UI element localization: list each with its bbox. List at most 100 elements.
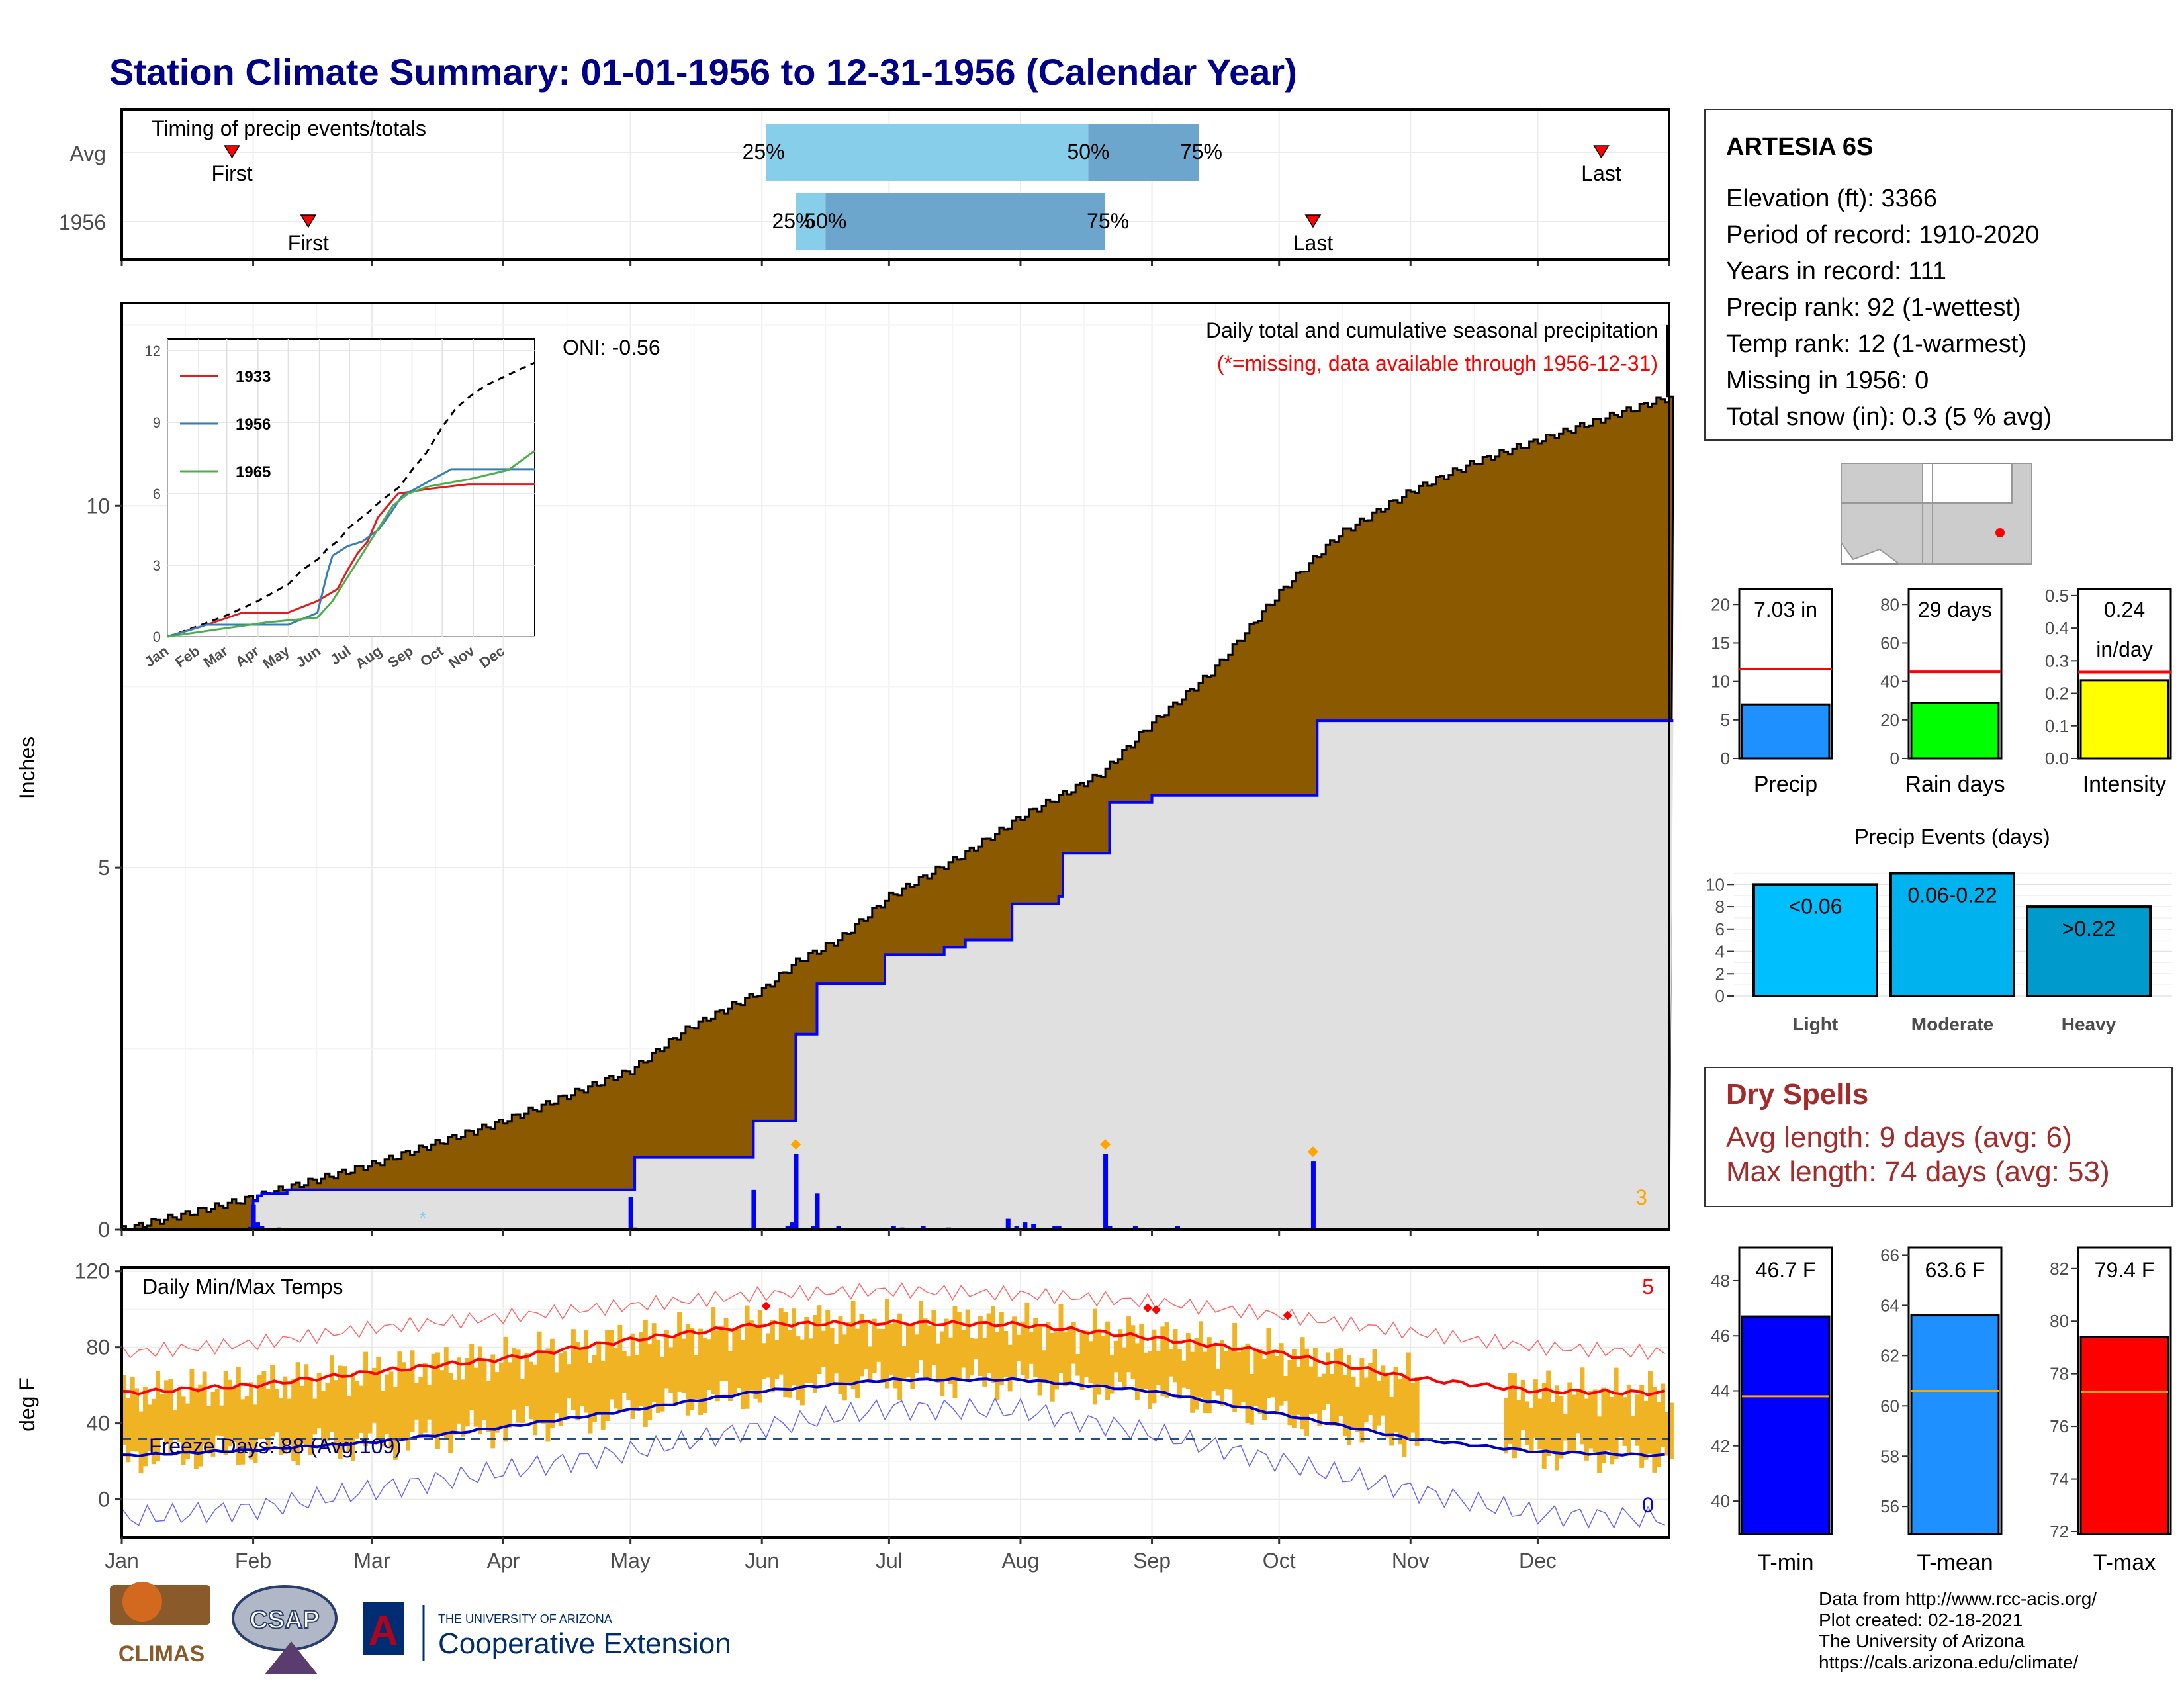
daily-temp-bar (1054, 1332, 1060, 1390)
daily-temp-bar (236, 1367, 241, 1465)
daily-temp-bar (668, 1347, 674, 1393)
daily-temp-bar (592, 1355, 597, 1422)
daily-temp-bar (274, 1389, 279, 1433)
climas-logo-text: CLIMAS (118, 1641, 205, 1667)
precip-ytick-label-1: 5 (98, 856, 110, 880)
dry-box-frame (1704, 1067, 2173, 1207)
page-title: Station Climate Summary: 01-01-1956 to 1… (109, 51, 1297, 93)
daily-temp-bar (770, 1320, 775, 1393)
daily-temp-bar (707, 1339, 711, 1390)
daily-temp-bar (329, 1355, 334, 1432)
daily-temp-bar (503, 1336, 508, 1442)
daily-temp-bar (893, 1319, 898, 1389)
temp-ytick-label-2: 80 (86, 1336, 110, 1359)
snow-marker: * (419, 1208, 426, 1228)
timing-avg-last-marker (1593, 145, 1610, 159)
daily-temp-bar (838, 1316, 843, 1394)
daily-temp-bar (524, 1353, 529, 1406)
daily-temp-bar (308, 1377, 313, 1455)
timing-row-year-label: 1956 (59, 210, 106, 234)
temp-bar-value-1 (1910, 1314, 2000, 1535)
temp-ylabel: deg F (15, 1377, 39, 1432)
daily-temp-bar (736, 1328, 741, 1388)
daily-temp-bar (350, 1372, 355, 1461)
daily-temp-bar (723, 1318, 729, 1381)
daily-temp-bar (1012, 1316, 1017, 1380)
timing-panel: Timing of precip events/totals Avg 1956 … (59, 108, 1670, 266)
daily-precip-bar (794, 1154, 799, 1230)
daily-precip-bar (891, 1226, 896, 1230)
daily-temp-bar (334, 1380, 339, 1454)
daily-temp-bar (817, 1305, 822, 1374)
daily-temp-bar (948, 1337, 953, 1385)
temp-bar-tick-label-0-4: 48 (1711, 1271, 1730, 1291)
daily-temp-bar (1648, 1371, 1653, 1454)
daily-temp-bar (1007, 1344, 1013, 1392)
daily-temp-bar (834, 1344, 839, 1374)
daily-temp-bar (355, 1381, 360, 1439)
station-info-line-5: Missing in 1956: 0 (1726, 367, 1929, 394)
temp-bar-label-1: T-mean (1917, 1550, 1993, 1575)
daily-temp-bar (1016, 1334, 1021, 1361)
mini-bar-tick-label-1-1: 20 (1880, 710, 1899, 730)
inset-ytick-label-0: 0 (153, 629, 161, 645)
record-max-line (121, 1282, 1666, 1360)
daily-temp-bar (1359, 1358, 1365, 1443)
daily-temp-bar (172, 1410, 177, 1440)
daily-temp-bar (732, 1330, 737, 1394)
daily-temp-bar (457, 1357, 461, 1424)
daily-temp-bar (283, 1376, 288, 1454)
footer-line-4: https://cals.arizona.edu/climate/ (1819, 1652, 2078, 1672)
daily-temp-bar (219, 1405, 224, 1437)
daily-temp-bar (656, 1339, 660, 1413)
daily-temp-bar (1173, 1329, 1178, 1383)
inset-average-line (167, 361, 535, 638)
timing-avg-box-25-50 (766, 124, 1089, 181)
daily-temp-bar (1300, 1337, 1305, 1430)
daily-temp-bar (1563, 1414, 1568, 1441)
daily-temp-bar (614, 1348, 618, 1409)
daily-temp-bar (711, 1307, 716, 1394)
daily-temp-bar (494, 1372, 500, 1433)
temp-bar-tick-label-0-0: 40 (1711, 1491, 1730, 1511)
daily-temp-bar (1601, 1387, 1606, 1463)
daily-temp-bar (575, 1342, 580, 1421)
temp-panel: Daily Min/Max Temps Freeze Days: 88 (Avg… (15, 1259, 1674, 1573)
temp-bar-value-0 (1741, 1315, 1831, 1535)
daily-temp-bar (571, 1329, 576, 1410)
timing-year-p25-label: 25% (772, 209, 814, 233)
mini-bar-tick-label-2-1: 0.1 (2045, 716, 2069, 736)
temp-bar-label-0: T-min (1758, 1550, 1814, 1575)
daily-temp-bar (1046, 1322, 1051, 1384)
daily-temp-bar (1241, 1346, 1246, 1402)
daily-temp-bar (1614, 1367, 1619, 1459)
events-bar-2 (2026, 905, 2152, 997)
daily-temp-bar (774, 1340, 780, 1379)
missing-note: (*=missing, data available through 1956-… (1217, 351, 1658, 375)
daily-temp-bar (1597, 1416, 1602, 1473)
station-info-line-0: Elevation (ft): 3366 (1726, 185, 1937, 212)
timing-avg-p50-label: 50% (1067, 140, 1109, 163)
daily-temp-bar (1512, 1373, 1517, 1459)
temp-bar-tick-label-0-2: 44 (1711, 1381, 1730, 1401)
daily-temp-bar (1097, 1328, 1102, 1395)
ua-logo-big-text: Cooperative Extension (438, 1627, 731, 1660)
daily-temp-bar (970, 1338, 974, 1375)
daily-temp-bar (1224, 1351, 1229, 1389)
inset-series-line-0 (167, 483, 535, 638)
daily-temp-bar (1058, 1304, 1064, 1373)
daily-temp-bar (1610, 1396, 1615, 1465)
timing-row-avg-label: Avg (69, 142, 106, 165)
daily-temp-bar (126, 1398, 131, 1463)
heavy-precip-marker (790, 1139, 801, 1150)
month-label-8: Sep (1133, 1549, 1171, 1573)
daily-precip-bar (1132, 1226, 1138, 1230)
daily-temp-bar (1228, 1349, 1233, 1390)
daily-temp-bar (766, 1333, 771, 1378)
daily-temp-bar (1555, 1385, 1559, 1471)
daily-temp-bar (143, 1387, 148, 1467)
daily-temp-bar (1126, 1316, 1131, 1373)
daily-temp-bar (406, 1369, 411, 1451)
mini-bar-value-label-1: 29 days (1918, 598, 1992, 621)
daily-temp-bar (1291, 1349, 1297, 1428)
